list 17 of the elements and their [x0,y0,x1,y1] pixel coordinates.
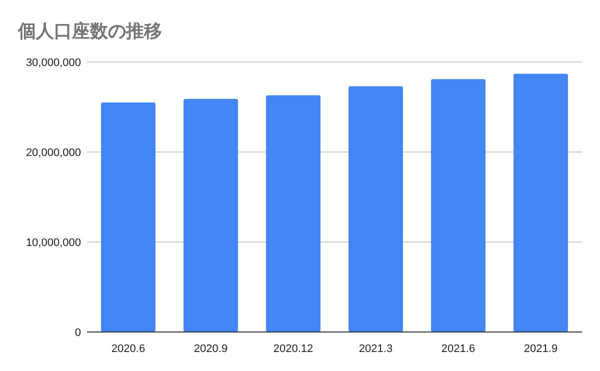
x-tick-label: 2020.6 [111,343,146,355]
bar [184,98,238,332]
x-tick-label: 2021.6 [441,343,476,355]
y-tick-label: 0 [74,327,81,339]
bar [101,102,156,332]
bar [348,86,403,332]
x-tick-label: 2020.9 [194,343,228,355]
y-tick-label: 20,000,000 [26,147,81,159]
x-tick-label: 2021.9 [524,343,558,355]
bar [266,95,320,332]
chart-title: 個人口座数の推移 [17,21,162,41]
x-tick-label: 2020.12 [273,343,314,355]
y-tick-label: 30,000,000 [26,57,81,69]
x-tick-label: 2021.3 [358,343,393,355]
bar [514,74,568,332]
y-tick-label: 10,000,000 [26,237,81,249]
bar [431,79,486,332]
